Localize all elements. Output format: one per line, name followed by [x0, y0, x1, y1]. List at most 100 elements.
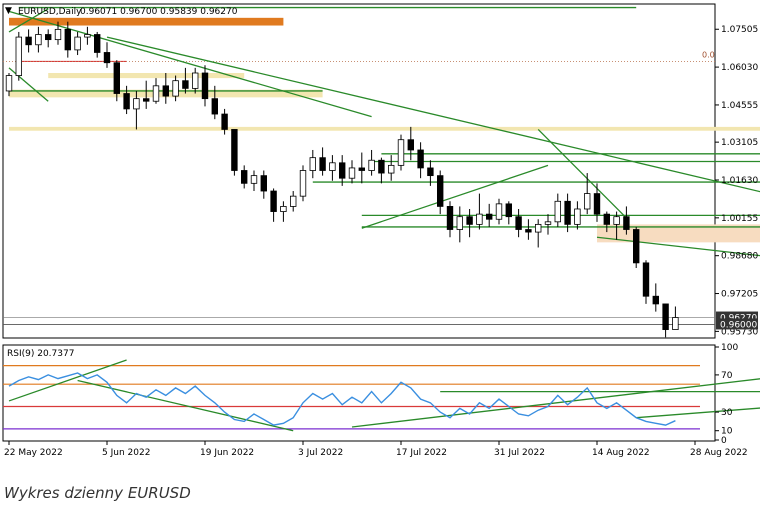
candle-body-bear	[436, 175, 444, 207]
candle-body-bear	[593, 193, 601, 215]
price-tick-label: 1.01630	[721, 176, 758, 186]
candle-61	[603, 211, 610, 233]
price-tick-label: 1.00155	[721, 214, 758, 224]
candle-body-bear	[123, 93, 130, 110]
candle-48	[476, 193, 483, 230]
candle-42	[417, 142, 424, 179]
candle-body-bull	[584, 193, 591, 210]
candle-2	[25, 29, 32, 53]
candle-body-bull	[672, 317, 679, 330]
candle-52	[515, 208, 522, 238]
rsi-tick-label: 100	[721, 343, 738, 353]
candle-body-bull	[172, 80, 179, 97]
candle-60	[593, 183, 601, 222]
rsi-trend-line-1	[77, 379, 294, 432]
candle-body-bear	[446, 206, 454, 230]
candle-63	[623, 206, 630, 235]
candle-body-bull	[456, 216, 463, 230]
candle-body-bull	[368, 159, 375, 171]
candle-body-bull	[250, 175, 258, 184]
candle-11	[113, 60, 120, 102]
candle-body-bear	[162, 85, 169, 97]
candle-35	[348, 160, 356, 184]
candle-body-bull	[54, 28, 62, 41]
candle-body-bear	[260, 175, 267, 192]
support-price-badge: 0.96000	[716, 318, 758, 330]
chart-title: EURUSD,Daily	[18, 7, 82, 17]
candle-56	[554, 193, 561, 227]
candle-20	[201, 65, 209, 107]
rsi-trend-line-0	[8, 359, 127, 402]
candle-body-bear	[427, 167, 434, 177]
candle-body-bull	[554, 200, 561, 223]
candle-21	[211, 85, 218, 120]
candle-5	[54, 21, 62, 45]
candle-body-bull	[280, 206, 287, 212]
rsi-layer	[3, 359, 760, 432]
badge-text: 0.96000	[720, 320, 757, 330]
candle-body-bear	[407, 139, 414, 151]
candle-28	[280, 201, 287, 222]
candle-4	[45, 29, 52, 48]
candle-body-bear	[201, 72, 209, 100]
trend-line-2	[106, 36, 760, 193]
candle-49	[485, 203, 493, 227]
candle-66	[652, 283, 659, 312]
candle-7	[74, 31, 81, 56]
candle-8	[84, 26, 91, 45]
candle-15	[152, 78, 160, 104]
candle-53	[525, 219, 532, 240]
candle-body-bear	[623, 216, 630, 230]
price-tick-label: 1.06030	[721, 63, 758, 73]
rsi-title: RSI(9) 20.7377	[7, 349, 74, 359]
candle-body-bear	[231, 129, 238, 171]
candle-57	[564, 193, 571, 233]
badge-bg	[716, 311, 758, 323]
candle-23	[231, 129, 238, 176]
rsi-tick-label: 70	[721, 371, 733, 381]
candle-body-bear	[603, 213, 610, 225]
candle-24	[240, 165, 248, 189]
candle-body-bear	[633, 229, 640, 264]
candle-body-bear	[525, 229, 532, 233]
candle-16	[162, 72, 169, 104]
price-tick-label: 0.95730	[721, 327, 758, 337]
candle-22	[221, 108, 228, 135]
candle-body-bear	[113, 62, 120, 94]
chart-caption: Wykres dzienny EURUSD	[4, 484, 191, 502]
candle-9	[94, 31, 101, 58]
x-tick-label: 19 Jun 2022	[200, 448, 254, 458]
candle-body-bull	[191, 72, 199, 89]
trend-line-6	[596, 236, 760, 257]
candle-body-bull	[309, 157, 316, 171]
candle-36	[358, 152, 365, 184]
candle-41	[407, 126, 414, 161]
candle-body-bull	[35, 34, 42, 46]
candle-0	[5, 72, 13, 97]
candle-body-bear	[221, 113, 228, 130]
price-tick-label: 0.98680	[721, 252, 758, 262]
candle-body-bull	[299, 170, 307, 197]
orange-resistance-bar	[9, 17, 284, 26]
axis-layer: 1.07505 1.06030 1.04555 1.03105 1.01630 1.001…	[4, 25, 758, 458]
candle-18	[182, 67, 189, 94]
x-tick-label: 31 Jul 2022	[494, 448, 545, 458]
chart-area: 1.07505 1.06030 1.04555 1.03105 1.01630 1.001…	[2, 3, 760, 458]
candle-body-bull	[133, 98, 140, 110]
candle-33	[329, 155, 336, 181]
candle-38	[378, 157, 385, 184]
candle-body-bear	[64, 28, 71, 51]
candle-64	[633, 226, 640, 269]
ohlc-header: 0.96071 0.96700 0.95839 0.96270	[80, 7, 238, 17]
candle-body-bear	[45, 34, 52, 41]
menu-triangle-icon[interactable]: ▼	[5, 6, 12, 16]
price-zone-0	[9, 126, 760, 131]
candle-body-bear	[378, 159, 385, 174]
rsi-tick-label: 0	[721, 436, 727, 446]
candle-51	[505, 201, 512, 225]
candle-25	[250, 170, 258, 192]
candle-29	[289, 191, 297, 212]
candle-body-bull	[397, 139, 405, 166]
candle-43	[427, 160, 434, 186]
candle-body-bull	[289, 195, 297, 207]
